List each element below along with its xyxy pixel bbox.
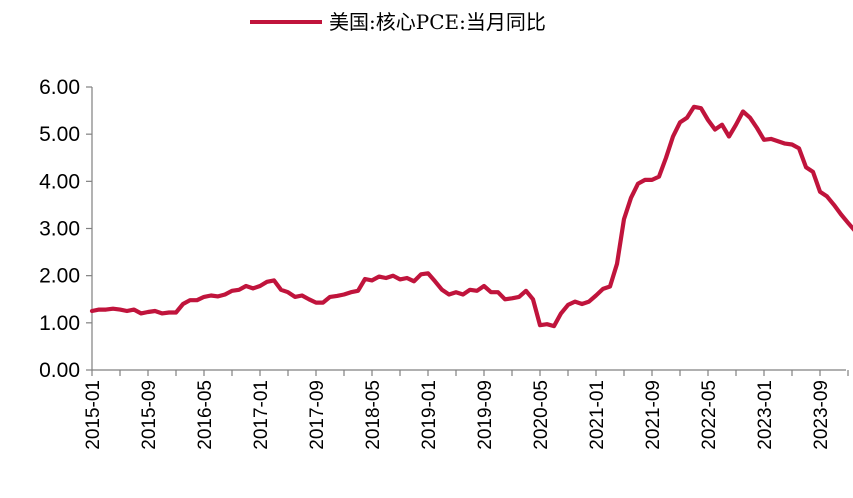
x-tick-label: 2015-01 (83, 380, 104, 450)
x-tick-label: 2023-09 (811, 380, 832, 450)
series-line-core-pce (89, 104, 853, 329)
series-layer (89, 104, 853, 329)
y-tick-label: 3.00 (39, 218, 80, 241)
y-axis: 0.00 1.00 2.00 3.00 4.00 5.00 6.00 (39, 76, 93, 382)
x-tick-label: 2016-05 (195, 380, 216, 450)
x-tick-label: 2021-01 (587, 380, 608, 450)
x-tick-label: 2019-09 (475, 380, 496, 450)
legend: 美国:核心PCE:当月同比 (250, 10, 546, 34)
y-tick-label: 5.00 (39, 123, 80, 146)
x-tick-label: 2021-09 (643, 380, 664, 450)
x-tick-label: 2023-01 (755, 380, 776, 450)
x-axis: 2015-01 2015-09 2016-05 2017-01 2017-09 2018-… (83, 369, 849, 450)
x-tick-label: 2022-05 (699, 380, 720, 450)
y-tick-label: 4.00 (39, 170, 80, 193)
legend-label: 美国:核心PCE:当月同比 (329, 10, 546, 34)
x-tick-label: 2017-01 (251, 380, 272, 450)
y-tick-label: 2.00 (39, 265, 80, 288)
y-tick-label: 0.00 (39, 359, 80, 382)
x-tick-label: 2020-05 (531, 380, 552, 450)
y-tick-label: 6.00 (39, 76, 80, 99)
y-tick-label: 1.00 (39, 312, 80, 335)
x-tick-label: 2018-05 (363, 380, 384, 450)
x-tick-label: 2015-09 (139, 380, 160, 450)
x-tick-label: 2019-01 (419, 380, 440, 450)
x-tick-label: 2017-09 (307, 380, 328, 450)
